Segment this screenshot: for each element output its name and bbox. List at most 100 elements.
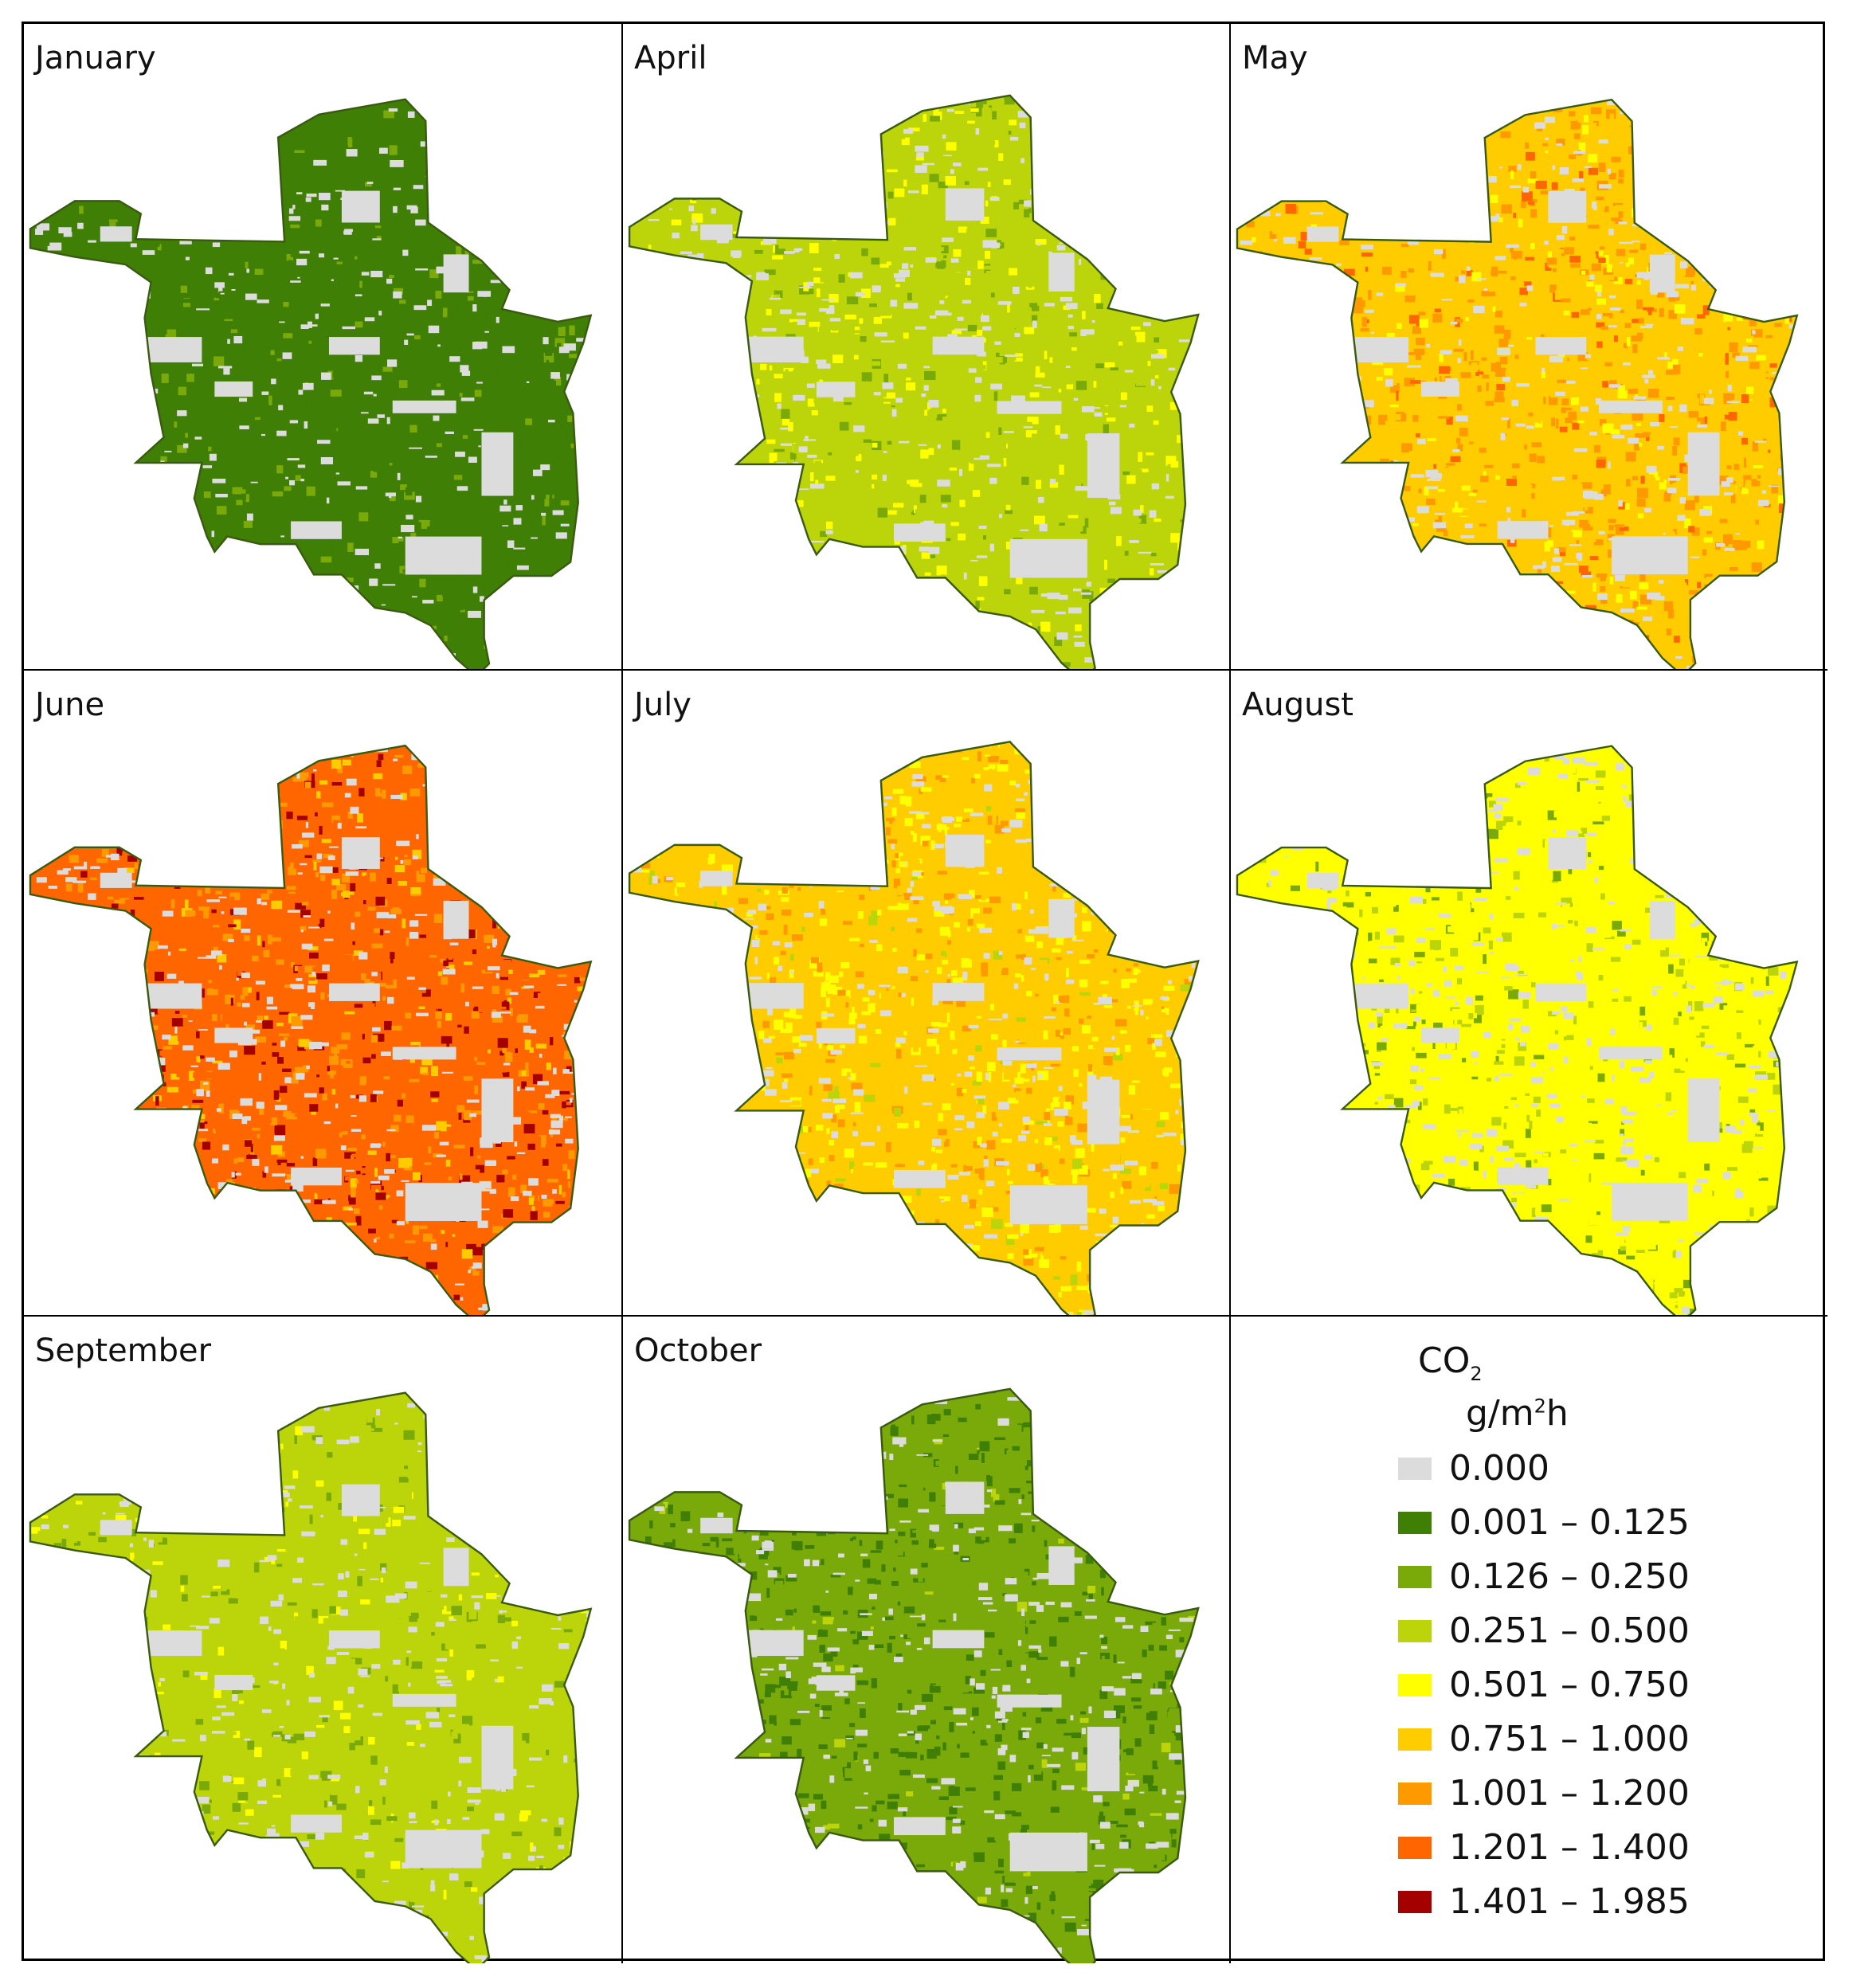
raster-cell	[1107, 637, 1114, 647]
raster-cell	[1016, 574, 1023, 585]
no-data-cell	[502, 468, 510, 475]
raster-cell	[1167, 560, 1172, 565]
no-data-cell	[553, 159, 563, 162]
raster-cell	[938, 452, 943, 458]
raster-cell	[1051, 439, 1061, 448]
raster-cell	[405, 374, 409, 384]
raster-cell	[973, 532, 983, 541]
raster-cell	[1173, 303, 1185, 309]
raster-cell	[284, 462, 294, 467]
raster-cell	[267, 99, 271, 101]
raster-cell	[856, 175, 867, 181]
raster-cell	[661, 319, 666, 330]
raster-cell	[755, 601, 764, 605]
no-data-cell	[289, 420, 298, 424]
raster-cell	[224, 648, 228, 659]
raster-cell	[989, 417, 1001, 423]
raster-cell	[119, 265, 129, 275]
raster-cell	[869, 303, 877, 307]
raster-cell	[323, 224, 335, 230]
raster-cell	[1035, 372, 1045, 378]
no-data-cell	[63, 273, 73, 280]
raster-cell	[343, 648, 352, 659]
raster-cell	[1176, 388, 1186, 393]
raster-cell	[1099, 625, 1104, 633]
raster-cell	[747, 487, 758, 495]
raster-cell	[1088, 231, 1097, 237]
raster-cell	[398, 541, 410, 551]
raster-cell	[192, 514, 200, 524]
raster-cell	[900, 492, 910, 502]
raster-cell	[405, 475, 413, 479]
raster-cell	[704, 451, 712, 457]
raster-cell	[482, 334, 486, 342]
raster-cell	[253, 524, 264, 530]
raster-cell	[676, 196, 685, 203]
raster-cell	[55, 127, 59, 131]
raster-cell	[646, 199, 650, 204]
raster-cell	[656, 652, 668, 659]
raster-cell	[37, 178, 43, 182]
raster-cell	[460, 206, 472, 215]
raster-cell	[225, 650, 232, 657]
no-data-cell	[568, 396, 578, 403]
raster-cell	[35, 666, 41, 669]
no-data-cell	[355, 548, 370, 556]
raster-cell	[243, 350, 249, 358]
raster-cell	[990, 472, 999, 477]
raster-cell	[913, 628, 923, 635]
raster-cell	[1021, 476, 1029, 485]
raster-cell	[609, 452, 614, 456]
raster-cell	[856, 189, 865, 199]
raster-cell	[668, 246, 672, 253]
raster-cell	[433, 582, 444, 588]
raster-cell	[658, 625, 666, 630]
raster-cell	[82, 414, 89, 424]
raster-cell	[354, 256, 358, 260]
raster-cell	[985, 202, 997, 209]
raster-cell	[241, 228, 247, 232]
raster-cell	[721, 273, 729, 284]
raster-cell	[1058, 389, 1062, 393]
raster-cell	[1187, 352, 1193, 361]
no-data-cell	[123, 83, 127, 90]
raster-cell	[143, 475, 154, 482]
raster-cell	[672, 67, 677, 73]
raster-cell	[393, 288, 404, 295]
raster-cell	[411, 454, 415, 460]
raster-cell	[509, 560, 521, 570]
raster-cell	[29, 299, 35, 309]
raster-cell	[288, 260, 292, 263]
raster-cell	[453, 475, 463, 480]
no-data-cell	[140, 385, 151, 391]
raster-cell	[376, 235, 387, 245]
raster-cell	[742, 472, 747, 479]
raster-cell	[699, 560, 709, 565]
raster-cell	[766, 439, 776, 444]
raster-cell	[97, 288, 108, 299]
no-data-cell	[119, 388, 127, 394]
raster-cell	[121, 612, 129, 622]
raster-cell	[376, 235, 382, 241]
raster-cell	[558, 490, 568, 501]
raster-cell	[385, 568, 393, 578]
no-data-cell	[77, 299, 90, 303]
raster-cell	[440, 295, 451, 305]
no-data-cell	[780, 309, 792, 315]
raster-cell	[1099, 597, 1111, 600]
raster-cell	[929, 361, 938, 371]
raster-cell	[284, 486, 292, 491]
raster-cell	[1057, 123, 1066, 126]
raster-cell	[147, 545, 153, 550]
no-data-cell	[484, 331, 489, 333]
no-data-cell	[320, 303, 330, 307]
raster-cell	[844, 640, 857, 645]
raster-cell	[462, 435, 468, 439]
raster-cell	[967, 120, 975, 124]
no-data-cell	[393, 88, 404, 91]
raster-cell	[608, 88, 613, 92]
no-data-cell	[179, 562, 191, 565]
raster-cell	[272, 615, 284, 619]
raster-cell	[723, 538, 732, 543]
no-data-cell	[206, 94, 209, 96]
